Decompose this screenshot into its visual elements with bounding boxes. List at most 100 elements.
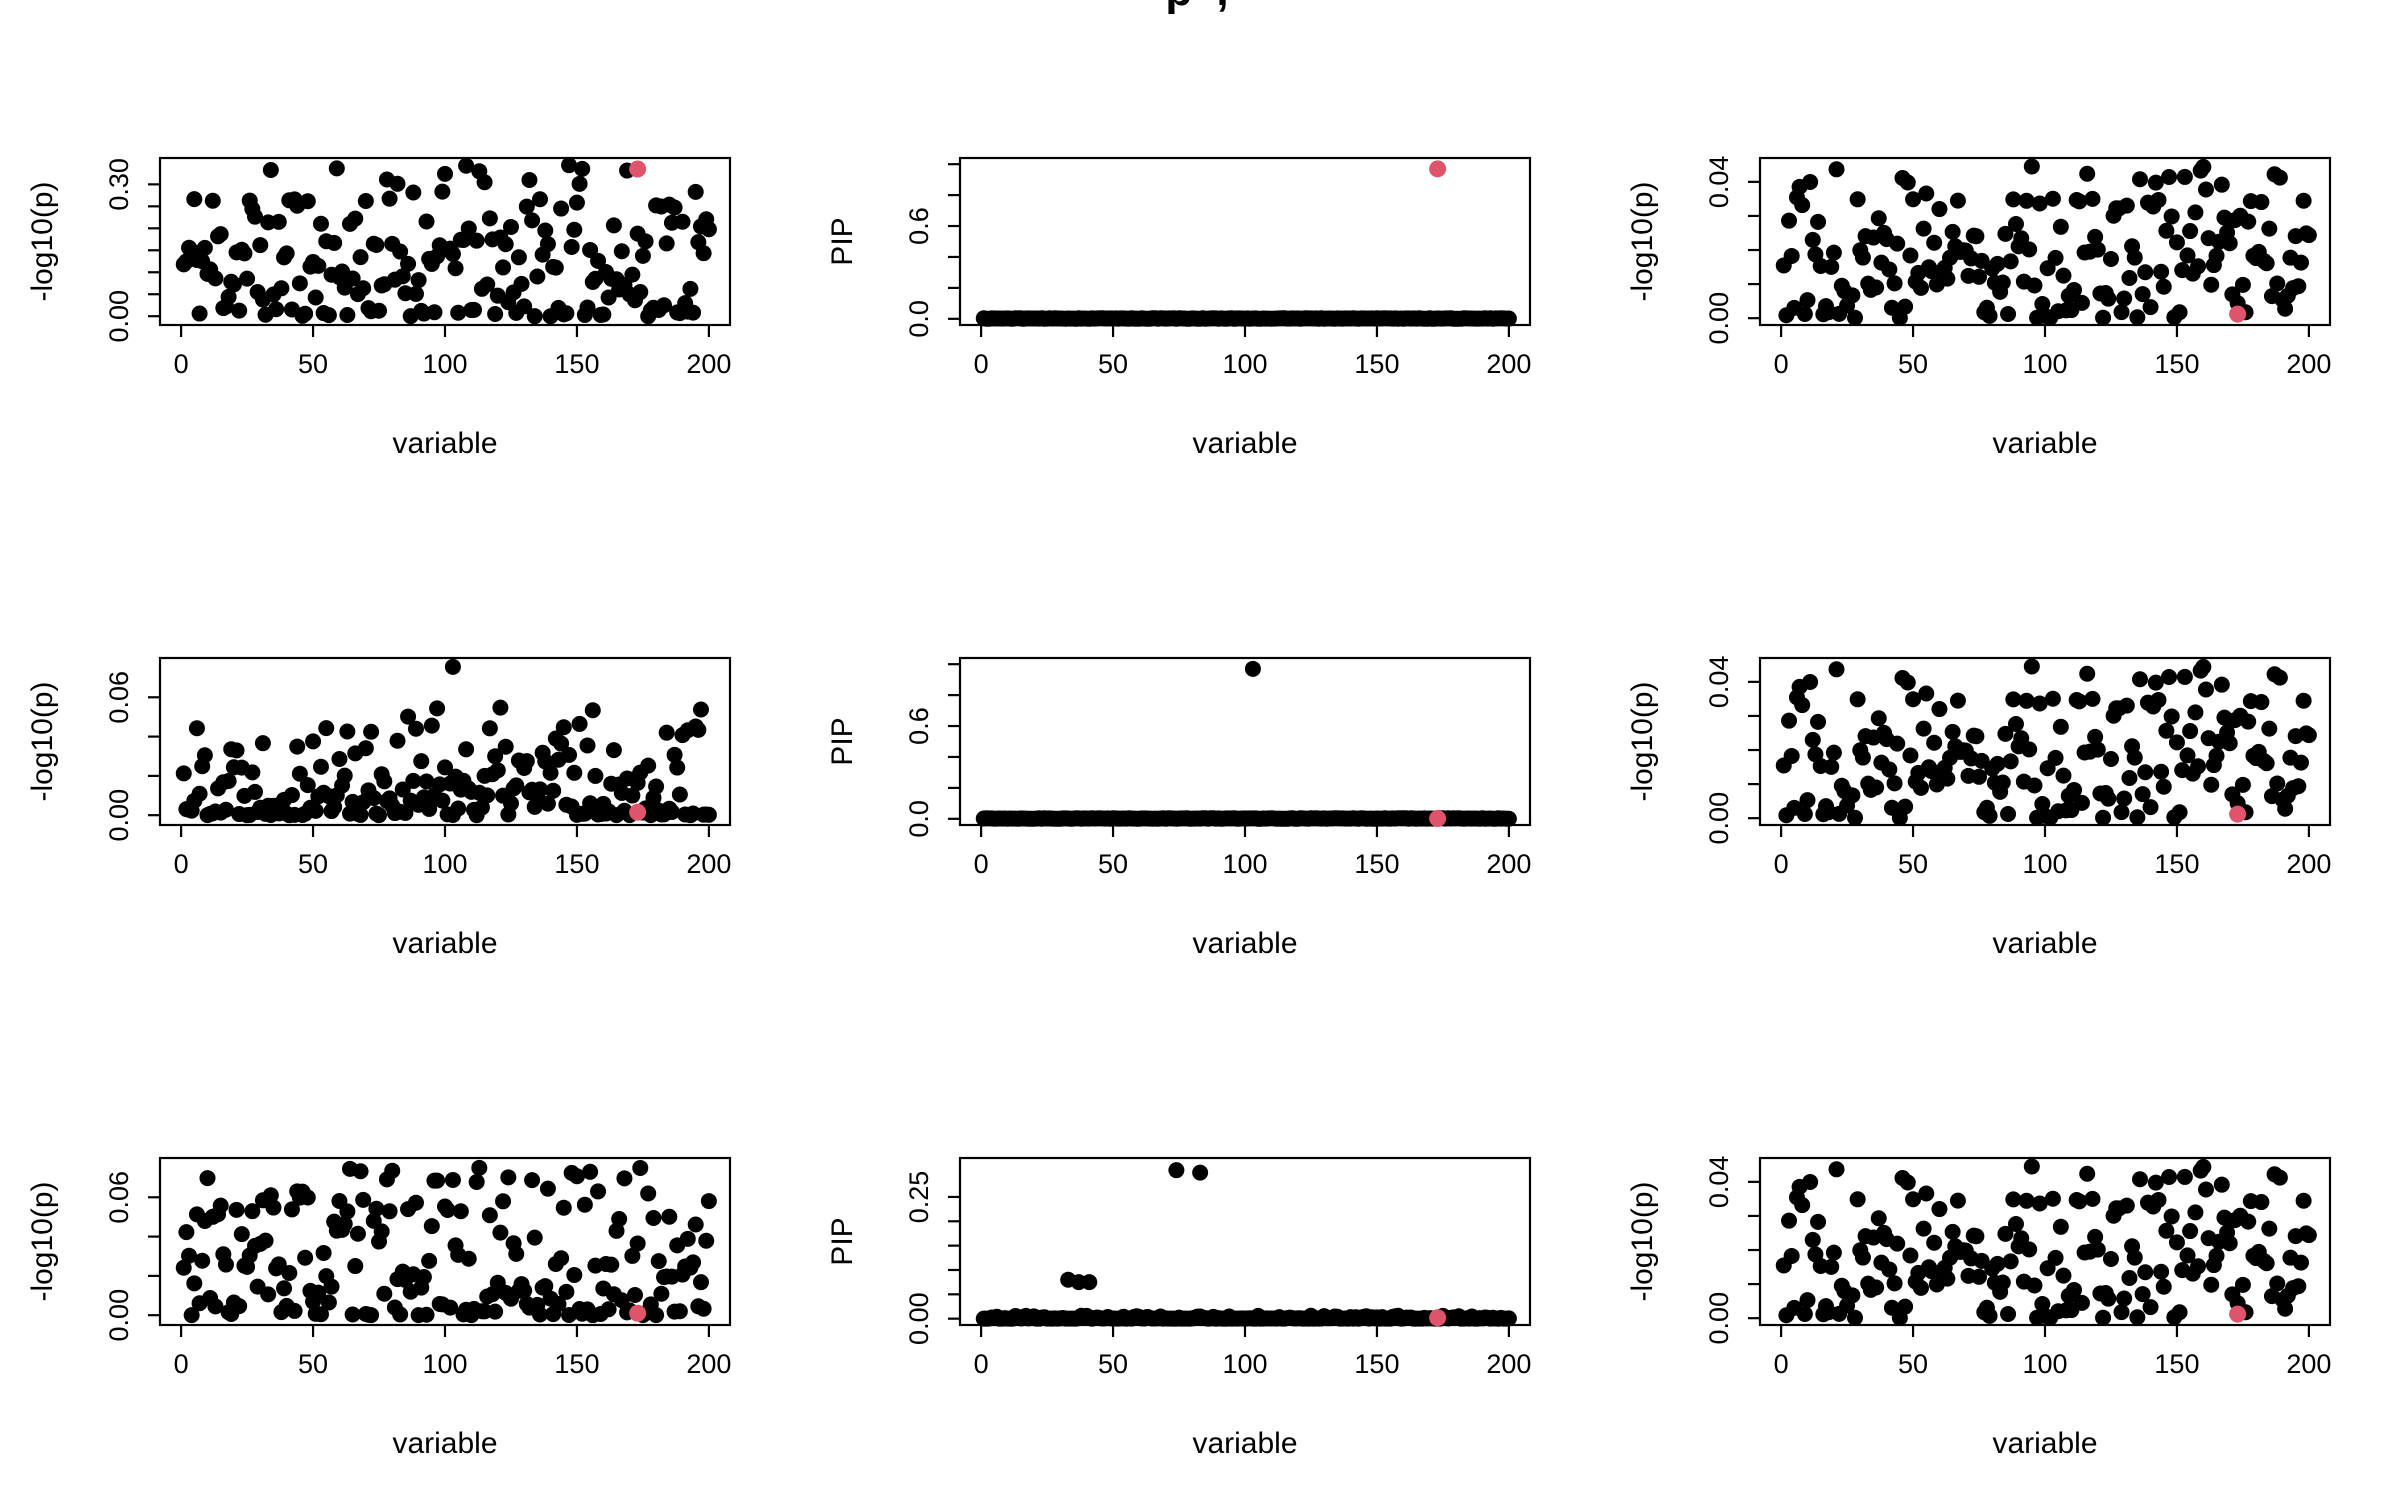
x-tick-label: 100 — [2022, 1349, 2067, 1379]
x-tick-label: 150 — [1354, 349, 1399, 379]
y-tick-label: 0.04 — [1704, 1156, 1734, 1209]
x-tick-label: 100 — [1222, 849, 1267, 879]
figure-title-text: p , — [1165, 0, 1234, 16]
y-tick-label: 0.06 — [104, 1171, 134, 1224]
highlight-point — [629, 1304, 647, 1322]
highlight-point — [629, 803, 647, 821]
y-tick-label: 0.0 — [904, 800, 934, 838]
highlight-point — [1429, 1309, 1447, 1327]
plot-box — [958, 156, 1532, 327]
y-tick-label: 0.00 — [104, 789, 134, 842]
x-tick-label: 100 — [1222, 1349, 1267, 1379]
x-tick-label: 200 — [2286, 1349, 2331, 1379]
x-tick-label: 100 — [2022, 349, 2067, 379]
x-tick-label: 100 — [1222, 349, 1267, 379]
x-tick-label: 200 — [2286, 349, 2331, 379]
x-tick-label: 200 — [2286, 849, 2331, 879]
y-tick-label: 0.0 — [904, 300, 934, 338]
x-axis-title: variable — [1192, 427, 1297, 460]
x-axis-title: variable — [1992, 427, 2097, 460]
x-axis-title: variable — [392, 427, 497, 460]
y-axis-title: -log10(p) — [1626, 1181, 1659, 1301]
y-axis-title: -log10(p) — [1626, 181, 1659, 301]
y-tick-label: 0.04 — [1704, 656, 1734, 709]
y-axis-title: -log10(p) — [26, 681, 59, 801]
y-axis-title: -log10(p) — [26, 1181, 59, 1301]
x-tick-label: 150 — [1354, 1349, 1399, 1379]
y-tick-label: 0.00 — [1704, 792, 1734, 845]
x-tick-label: 150 — [2154, 349, 2199, 379]
scatter-plot-r3c1: 0 50 100 150 200 0.00 0.06 -log10(p) variable — [26, 1156, 731, 1460]
y-tick-label: 0.06 — [104, 671, 134, 724]
x-tick-label: 100 — [422, 1349, 467, 1379]
x-tick-label: 100 — [422, 849, 467, 879]
points-layer — [175, 658, 717, 824]
plot-box — [958, 1156, 1532, 1327]
scatter-plot-r1c2: 0 50 100 150 200 0.0 0.6 PIP variable — [826, 156, 1532, 460]
scatter-plot-r1c3: 0 50 100 150 200 0.00 0.04 -log10(p) variable — [1626, 156, 2331, 460]
x-axis-title: variable — [1992, 1427, 2097, 1460]
scatter-plot-r3c2: 0 50 100 150 200 0.00 0.25 PIP variable — [826, 1156, 1532, 1460]
x-tick-label: 50 — [298, 849, 328, 879]
x-axis-title: variable — [1192, 927, 1297, 960]
scatter-plot-r2c2: 0 50 100 150 200 0.0 0.6 PIP variable — [826, 656, 1532, 960]
x-tick-label: 150 — [2154, 1349, 2199, 1379]
x-tick-label: 200 — [1486, 849, 1531, 879]
x-tick-label: 200 — [1486, 349, 1531, 379]
x-tick-label: 150 — [554, 849, 599, 879]
x-tick-label: 100 — [2022, 849, 2067, 879]
y-axis-title: -log10(p) — [1626, 681, 1659, 801]
points-layer — [1775, 158, 2317, 326]
y-tick-label: 0.00 — [1704, 1292, 1734, 1345]
outlier-point — [444, 658, 461, 675]
highlight-point — [2229, 1305, 2247, 1323]
points-layer — [975, 1162, 1517, 1327]
x-tick-label: 50 — [1898, 849, 1928, 879]
points-layer — [175, 1159, 717, 1324]
x-axis-title: variable — [1992, 927, 2097, 960]
x-tick-label: 150 — [1354, 849, 1399, 879]
x-tick-label: 100 — [422, 349, 467, 379]
y-axis-title: PIP — [826, 717, 859, 765]
outlier-point — [1244, 660, 1261, 677]
y-tick-label: 0.04 — [1704, 156, 1734, 209]
x-tick-label: 200 — [686, 349, 731, 379]
x-tick-label: 50 — [298, 1349, 328, 1379]
x-tick-label: 50 — [1098, 849, 1128, 879]
scatter-plot-r2c3: 0 50 100 150 200 0.00 0.04 -log10(p) variable — [1626, 656, 2331, 960]
y-tick-label: 0.00 — [104, 1289, 134, 1342]
highlight-point — [2229, 305, 2247, 323]
x-tick-label: 50 — [1898, 1349, 1928, 1379]
x-tick-label: 0 — [974, 849, 989, 879]
x-axis-title: variable — [392, 1427, 497, 1460]
x-tick-label: 150 — [554, 349, 599, 379]
x-tick-label: 0 — [974, 1349, 989, 1379]
x-tick-label: 50 — [1098, 349, 1128, 379]
scatter-plot-r3c3: 0 50 100 150 200 0.00 0.04 -log10(p) variable — [1626, 1156, 2331, 1460]
x-tick-label: 200 — [686, 849, 731, 879]
x-tick-label: 150 — [554, 1349, 599, 1379]
y-axis-title: -log10(p) — [26, 181, 59, 301]
points-layer — [1775, 1158, 2317, 1326]
y-tick-label: 0.6 — [904, 207, 934, 245]
x-tick-label: 200 — [686, 1349, 731, 1379]
plot-box — [958, 656, 1532, 827]
y-tick-label: 0.00 — [904, 1292, 934, 1345]
points-layer — [975, 310, 1517, 327]
x-tick-label: 50 — [298, 349, 328, 379]
x-tick-label: 0 — [974, 349, 989, 379]
figure-title-clipped: p , — [0, 0, 2400, 16]
x-tick-label: 0 — [174, 349, 189, 379]
x-tick-label: 0 — [174, 1349, 189, 1379]
x-tick-label: 0 — [1774, 1349, 1789, 1379]
scatter-plot-r1c1: 0 50 100 150 200 0.00 0.30 -log10(p) variable — [26, 156, 731, 460]
x-axis-title: variable — [392, 927, 497, 960]
highlight-point — [1429, 160, 1447, 178]
highlight-point — [1429, 810, 1447, 828]
x-tick-label: 0 — [1774, 849, 1789, 879]
outlier-point — [1168, 1162, 1185, 1179]
outlier-point — [1081, 1274, 1098, 1291]
x-axis-title: variable — [1192, 1427, 1297, 1460]
scatter-plot-r2c1: 0 50 100 150 200 0.00 0.06 -log10(p) variable — [26, 656, 731, 960]
